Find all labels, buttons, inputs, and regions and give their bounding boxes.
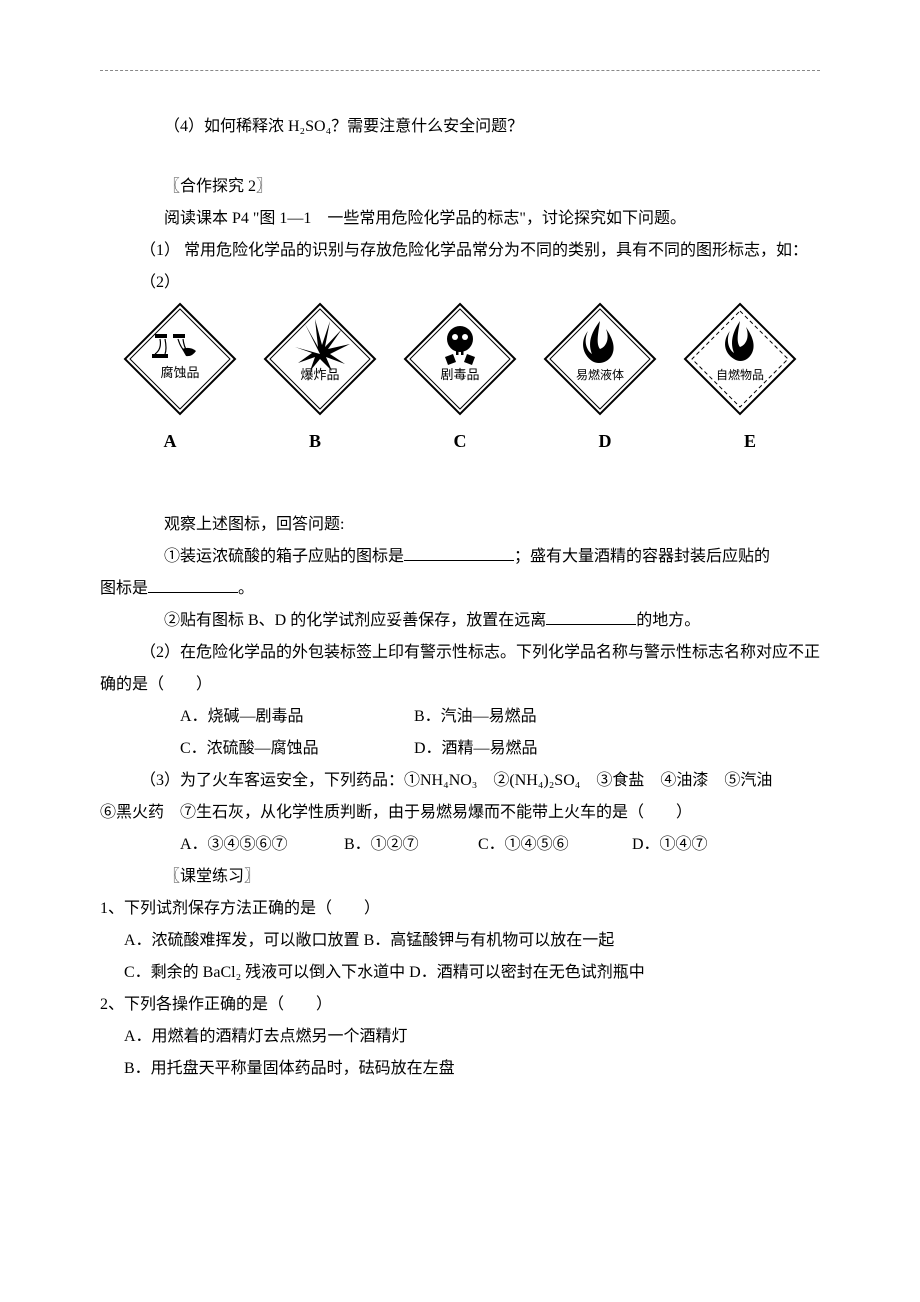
q2-text-2: 的地方。 — [636, 612, 700, 629]
flammable-icon: 易燃液体 — [540, 299, 660, 419]
hazard-sign-toxic: 剧毒品 — [400, 299, 520, 419]
option-c[interactable]: C．剩余的 BaCl₂ 残液可以倒入下水道中 — [124, 964, 405, 981]
practice-title: 〖课堂练习〗 — [100, 861, 820, 893]
option-a[interactable]: A．③④⑤⑥⑦ — [140, 829, 300, 861]
option-a[interactable]: A．烧碱—剧毒品 — [140, 701, 370, 733]
section-inquiry-2-title: 〖合作探究 2〗 — [100, 171, 820, 203]
sub-q2-opts-row1: A．烧碱—剧毒品 B．汽油—易燃品 — [100, 701, 820, 733]
observe-intro: 观察上述图标，回答问题: — [100, 509, 820, 541]
practice-q2-opt-b[interactable]: B．用托盘天平称量固体药品时，砝码放在左盘 — [100, 1053, 820, 1085]
option-a[interactable]: A．浓硫酸难挥发，可以敞口放置 — [124, 932, 360, 949]
hazard-sign-spontaneous: 自燃物品 — [680, 299, 800, 419]
option-b[interactable]: B．汽油—易燃品 — [374, 701, 537, 733]
hazard-label: 剧毒品 — [440, 367, 479, 382]
circle-q1: ①装运浓硫酸的箱子应贴的图标是 ；盛有大量酒精的容器封装后应贴的 — [100, 541, 820, 573]
item-number: （1） — [140, 242, 180, 259]
practice-q2-stem: 2、下列各操作正确的是（ ） — [100, 989, 820, 1021]
practice-q1-opts-row2: C．剩余的 BaCl₂ 残液可以倒入下水道中 D．酒精可以密封在无色试剂瓶中 — [100, 957, 820, 989]
hazard-label: 腐蚀品 — [160, 365, 199, 380]
practice-q2-opt-a[interactable]: A．用燃着的酒精灯去点燃另一个酒精灯 — [100, 1021, 820, 1053]
practice-q1-stem: 1、下列试剂保存方法正确的是（ ） — [100, 893, 820, 925]
hazard-sign-row: 腐蚀品 爆炸品 剧毒品 — [120, 299, 800, 419]
option-d[interactable]: D．酒精—易燃品 — [374, 733, 538, 765]
option-c[interactable]: C．浓硫酸—腐蚀品 — [140, 733, 370, 765]
spontaneous-icon: 自燃物品 — [680, 299, 800, 419]
sub-q3-line2: ⑥黑火药 ⑦生石灰，从化学性质判断，由于易燃易爆而不能带上火车的是（ ） — [100, 797, 820, 829]
corrosive-icon: 腐蚀品 — [120, 299, 240, 419]
hazard-label: 爆炸品 — [300, 367, 339, 382]
q2-text-1: ②贴有图标 B、D 的化学试剂应妥善保存，放置在远离 — [164, 612, 546, 629]
hazard-sign-flammable: 易燃液体 — [540, 299, 660, 419]
letter-c: C — [450, 423, 470, 459]
inquiry-2-item-2: （2） — [100, 267, 820, 299]
letter-e: E — [740, 423, 760, 459]
header-rule — [100, 70, 820, 71]
hazard-sign-explosive: 爆炸品 — [260, 299, 380, 419]
circle-q2: ②贴有图标 B、D 的化学试剂应妥善保存，放置在远离 的地方。 — [100, 605, 820, 637]
item-text: 常用危险化学品的识别与存放危险化学品常分为不同的类别，具有不同的图形标志，如： — [184, 242, 808, 259]
explosive-icon: 爆炸品 — [260, 299, 380, 419]
practice-q1-opts-row1: A．浓硫酸难挥发，可以敞口放置 B．高锰酸钾与有机物可以放在一起 — [100, 925, 820, 957]
blank-input[interactable] — [546, 608, 636, 625]
letter-b: B — [305, 423, 325, 459]
sub-q3-opts: A．③④⑤⑥⑦ B．①②⑦ C．①④⑤⑥ D．①④⑦ — [100, 829, 820, 861]
hazard-label: 易燃液体 — [576, 367, 624, 382]
inquiry-2-intro: 阅读课本 P4 "图 1—1 一些常用危险化学品的标志"，讨论探究如下问题。 — [100, 203, 820, 235]
sub-q2-opts-row2: C．浓硫酸—腐蚀品 D．酒精—易燃品 — [100, 733, 820, 765]
option-c[interactable]: C．①④⑤⑥ — [438, 829, 588, 861]
circle-q1-cont: 图标是 。 — [100, 573, 820, 605]
sub-q3-line1: （3）为了火车客运安全，下列药品：①NH₄NO₃ ②(NH₄)₂SO₄ ③食盐 … — [100, 765, 820, 797]
option-d[interactable]: D．①④⑦ — [592, 829, 708, 861]
q1-text-4: 。 — [238, 580, 254, 597]
document-page: （4）如何稀释浓 H₂SO₄？需要注意什么安全问题？ 〖合作探究 2〗 阅读课本… — [0, 0, 920, 1302]
question-4: （4）如何稀释浓 H₂SO₄？需要注意什么安全问题？ — [100, 111, 820, 143]
option-b[interactable]: B．①②⑦ — [304, 829, 434, 861]
letter-a: A — [160, 423, 180, 459]
blank-input[interactable] — [148, 576, 238, 593]
toxic-icon: 剧毒品 — [400, 299, 520, 419]
option-b[interactable]: B．高锰酸钾与有机物可以放在一起 — [364, 932, 615, 949]
option-d[interactable]: D．酒精可以密封在无色试剂瓶中 — [409, 964, 645, 981]
q1-text-1: ①装运浓硫酸的箱子应贴的图标是 — [164, 548, 404, 565]
q1-text-3: 图标是 — [100, 580, 148, 597]
inquiry-2-item-1: （1） 常用危险化学品的识别与存放危险化学品常分为不同的类别，具有不同的图形标志… — [100, 235, 820, 267]
hazard-label: 自燃物品 — [716, 367, 764, 382]
sub-q2-stem: （2）在危险化学品的外包装标签上印有警示性标志。下列化学品名称与警示性标志名称对… — [100, 637, 820, 701]
hazard-sign-corrosive: 腐蚀品 — [120, 299, 240, 419]
letter-d: D — [595, 423, 615, 459]
hazard-letter-row: A B C D E — [160, 423, 760, 459]
q1-text-2: ；盛有大量酒精的容器封装后应贴的 — [514, 548, 770, 565]
blank-input[interactable] — [404, 544, 514, 561]
